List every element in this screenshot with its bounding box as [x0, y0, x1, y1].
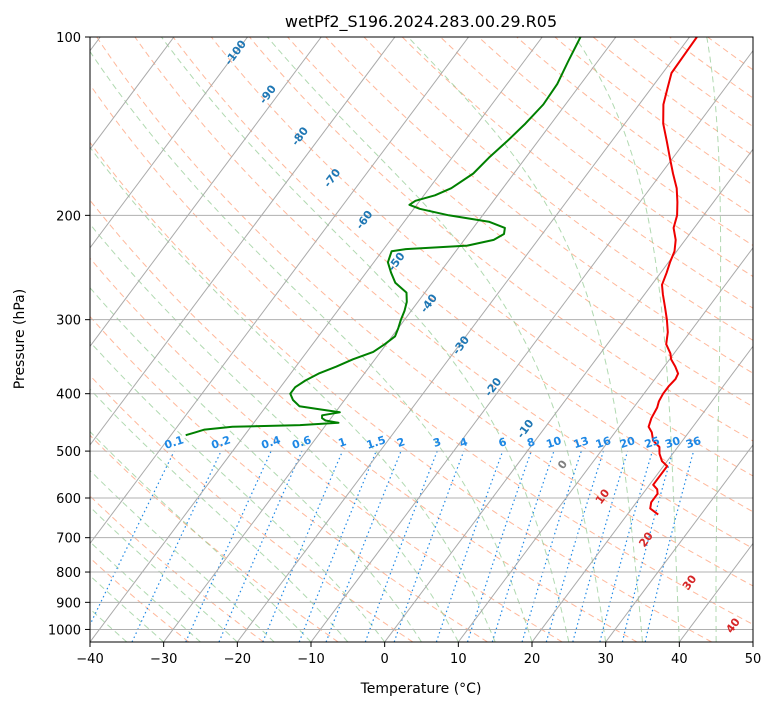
y-tick-label: 400	[56, 388, 81, 403]
x-tick-label: 30	[597, 652, 614, 667]
x-tick-label: −30	[150, 652, 177, 667]
y-axis-label: Pressure (hPa)	[12, 289, 28, 389]
y-tick-label: 300	[56, 314, 81, 329]
x-tick-label: 40	[671, 652, 688, 667]
x-tick-label: 10	[450, 652, 467, 667]
x-tick-label: 20	[524, 652, 541, 667]
x-tick-label: 0	[381, 652, 389, 667]
y-tick-label: 700	[56, 532, 81, 547]
plot-area	[90, 37, 753, 642]
chart-title: wetPf2_S196.2024.283.00.29.R05	[285, 12, 557, 32]
y-tick-label: 800	[56, 566, 81, 581]
x-tick-label: −20	[224, 652, 251, 667]
x-axis-label: Temperature (°C)	[360, 681, 482, 697]
x-tick-label: 50	[745, 652, 762, 667]
y-tick-label: 500	[56, 445, 81, 460]
y-tick-label: 600	[56, 492, 81, 507]
y-tick-label: 100	[56, 31, 81, 46]
x-tick-label: −10	[297, 652, 324, 667]
x-tick-label: −40	[76, 652, 103, 667]
y-tick-label: 200	[56, 209, 81, 224]
y-tick-label: 1000	[48, 623, 81, 638]
y-tick-label: 900	[56, 596, 81, 611]
